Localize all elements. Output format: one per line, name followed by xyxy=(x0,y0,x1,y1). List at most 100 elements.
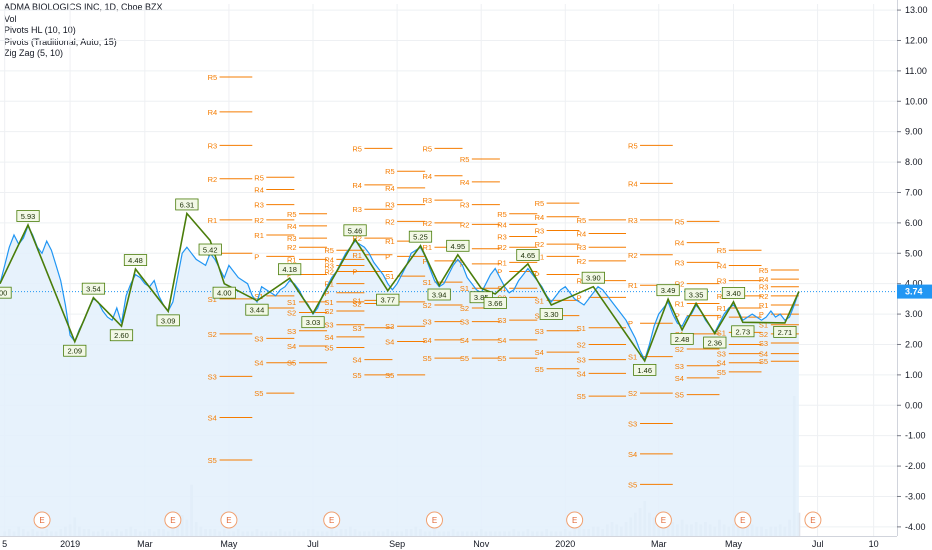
pivot-level-label: P xyxy=(759,310,764,319)
earnings-circle xyxy=(734,511,752,529)
price-tick-label: 7.00 xyxy=(905,187,923,197)
earnings-marker[interactable]: E xyxy=(734,511,752,529)
earnings-circle xyxy=(323,511,341,529)
earnings-label: E xyxy=(740,516,745,525)
pivot-level-label: S5 xyxy=(759,357,768,366)
pivot-level-label: P xyxy=(497,268,502,277)
pivot-level-label: R3 xyxy=(628,216,638,225)
pivot-level-label: S3 xyxy=(208,372,217,381)
pivot-level-label: R5 xyxy=(460,155,470,164)
earnings-marker[interactable]: E xyxy=(654,511,672,529)
legend-symbol[interactable]: ADMA BIOLOGICS INC, 1D, Cboe BZX xyxy=(4,2,163,12)
zigzag-label-box xyxy=(670,332,694,345)
zigzag-line xyxy=(0,211,800,363)
pivot-level-label: S3 xyxy=(254,334,263,343)
pivot-level-label: R5 xyxy=(717,246,727,255)
zigzag-label-box xyxy=(483,297,507,309)
pivot-level-label: R2 xyxy=(385,217,395,226)
pivot-level-label: S4 xyxy=(287,342,296,351)
pivot-level-label: R1 xyxy=(497,258,507,267)
pivot-level-label: S2 xyxy=(759,330,768,339)
pivot-level-label: P xyxy=(535,271,540,280)
last-price-label: 3.74 xyxy=(905,287,923,297)
zigzag-label: 4.18 xyxy=(282,265,297,274)
pivot-level-label: S3 xyxy=(497,316,506,325)
pivot-level-label: R2 xyxy=(460,220,470,229)
zigzag-label-box xyxy=(446,239,470,252)
pivot-level-label: S5 xyxy=(324,344,333,353)
pivot-level-label: S3 xyxy=(628,420,637,429)
zigzag-label-box xyxy=(721,287,746,299)
pivot-level-label: S4 xyxy=(535,348,544,357)
zigzag-label: 4.48 xyxy=(128,256,143,265)
earnings-marker[interactable]: E xyxy=(220,511,238,529)
zigzag-label-box xyxy=(376,293,400,306)
earnings-label: E xyxy=(329,516,334,525)
pivot-level-label: S3 xyxy=(535,327,544,336)
zigzag-label: 5.93 xyxy=(21,212,36,221)
earnings-label: E xyxy=(170,516,175,525)
pivot-level-label: R1 xyxy=(717,304,727,313)
legend-indicator-pivots[interactable]: Pivots (Traditional, Auto, 15) xyxy=(4,36,117,47)
pivot-level-label: R1 xyxy=(675,299,685,308)
zigzag-label-box xyxy=(81,282,106,295)
pivot-level-label: R5 xyxy=(422,144,432,153)
earnings-marker[interactable]: E xyxy=(33,511,51,529)
time-tick-label: May xyxy=(220,539,238,549)
pivot-level-label: S4 xyxy=(628,450,637,459)
zigzag-label-box xyxy=(773,325,797,338)
zigzag-label: 2.09 xyxy=(67,347,82,356)
zigzag-label: 3.66 xyxy=(488,299,503,308)
pivot-level-label: S5 xyxy=(254,389,263,398)
zigzag-label: 2.36 xyxy=(707,339,722,348)
time-tick-label: Mar xyxy=(137,539,153,549)
zigzag-label-box xyxy=(109,329,134,342)
zigzag-label: 3.54 xyxy=(86,285,101,294)
pivot-level-label: R1 xyxy=(422,243,432,252)
zigzag-label: 3.35 xyxy=(689,290,704,299)
pivot-level-label: R4 xyxy=(460,178,470,187)
pivot-level-label: S3 xyxy=(577,356,586,365)
price-tick-label: -1.00 xyxy=(905,431,926,441)
pivot-level-label: R3 xyxy=(422,196,432,205)
legend-indicator-zigzag[interactable]: Zig Zag (5, 10) xyxy=(4,48,64,58)
pivot-level-label: R2 xyxy=(628,251,638,260)
pivot-level-label: S3 xyxy=(460,318,469,327)
pivot-level-label: R2 xyxy=(577,257,587,266)
earnings-marker[interactable]: E xyxy=(804,511,822,529)
pivot-level-label: R3 xyxy=(535,226,545,235)
pivot-level-label: R4 xyxy=(208,108,218,117)
pivot-level-label: R5 xyxy=(577,216,587,225)
earnings-marker[interactable]: E xyxy=(323,511,341,529)
price-tick-label: -2.00 xyxy=(905,461,926,471)
pivot-level-label: R1 xyxy=(254,231,264,240)
pivot-level-label: P xyxy=(717,313,722,322)
earnings-marker[interactable]: E xyxy=(164,511,182,529)
pivot-level-label: R4 xyxy=(497,220,507,229)
zigzag-label-box xyxy=(175,198,199,211)
pivot-level-label: R3 xyxy=(759,283,769,292)
pivot-level-label: R3 xyxy=(352,205,362,214)
last-price-badge xyxy=(897,284,932,299)
legend-indicator-volume[interactable]: Vol xyxy=(4,13,17,24)
earnings-marker[interactable]: E xyxy=(425,511,443,529)
price-axis-background xyxy=(897,0,932,550)
pivot-level-label: P xyxy=(324,289,329,298)
legend-indicator-pivots-hl[interactable]: Pivots HL (10, 10) xyxy=(4,25,76,35)
pivot-level-label: R5 xyxy=(324,246,334,255)
pivot-level-label: R1 xyxy=(759,301,769,310)
time-tick-label: 5 xyxy=(2,539,7,549)
earnings-label: E xyxy=(810,516,815,525)
pivot-level-label: R5 xyxy=(497,210,507,219)
pivot-level-label: R3 xyxy=(577,243,587,252)
pivot-level-label: S2 xyxy=(208,330,217,339)
pivot-level-label: S5 xyxy=(535,365,544,374)
pivot-level-label: R4 xyxy=(324,255,334,264)
earnings-marker[interactable]: E xyxy=(566,511,584,529)
zigzag-label: 2.48 xyxy=(675,335,690,344)
pivot-level-label: R5 xyxy=(628,141,638,150)
pivot-level-label: R4 xyxy=(717,261,727,270)
pivot-level-label: R3 xyxy=(717,277,727,286)
